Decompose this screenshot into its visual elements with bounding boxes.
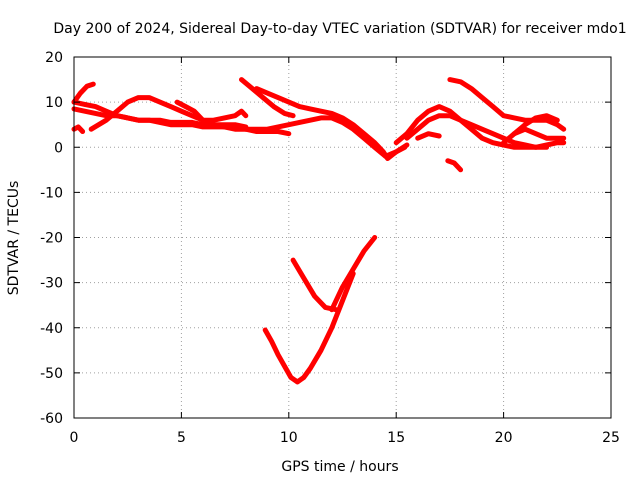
y-tick-label: -60 [40, 411, 63, 427]
series-arc-18 [329, 235, 378, 313]
series-arc-17 [290, 257, 339, 313]
y-tick-label: -20 [40, 231, 63, 247]
series-arc-7 [239, 77, 296, 119]
y-axis-label: SDTVAR / TECUs [6, 181, 22, 296]
y-tick-label: 20 [45, 50, 63, 66]
series-arc-11 [404, 113, 550, 150]
x-tick-label: 5 [177, 430, 186, 446]
y-tick-label: 0 [54, 140, 63, 156]
x-tick-label: 20 [495, 430, 513, 446]
chart-title: Day 200 of 2024, Sidereal Day-to-day VTE… [53, 21, 626, 37]
series-arc-4 [88, 95, 249, 132]
y-tick-label: -50 [40, 366, 63, 382]
x-tick-label: 0 [70, 430, 79, 446]
y-tick-label: -40 [40, 321, 63, 337]
x-tick-label: 10 [280, 430, 298, 446]
x-axis-label: GPS time / hours [281, 459, 398, 475]
series-arc-6 [174, 99, 206, 123]
series-arc-5 [71, 124, 86, 134]
axis-ticks: 0 5 10 15 20 25 -60 -50 -40 -30 -20 -10 0 10 20 [40, 50, 620, 446]
data-series [71, 77, 567, 385]
series-arc-19 [262, 271, 356, 385]
series-arc-12 [447, 77, 567, 132]
x-tick-label: 25 [602, 430, 620, 446]
series-arc-3 [71, 81, 96, 105]
y-tick-label: -30 [40, 276, 63, 292]
y-tick-label: 10 [45, 95, 63, 111]
y-tick-label: -10 [40, 185, 63, 201]
series-arc-15 [415, 131, 442, 141]
x-tick-label: 15 [387, 430, 405, 446]
series-arc-14 [511, 113, 560, 137]
series-arc-16 [445, 158, 464, 173]
series-arc-9 [211, 115, 410, 159]
